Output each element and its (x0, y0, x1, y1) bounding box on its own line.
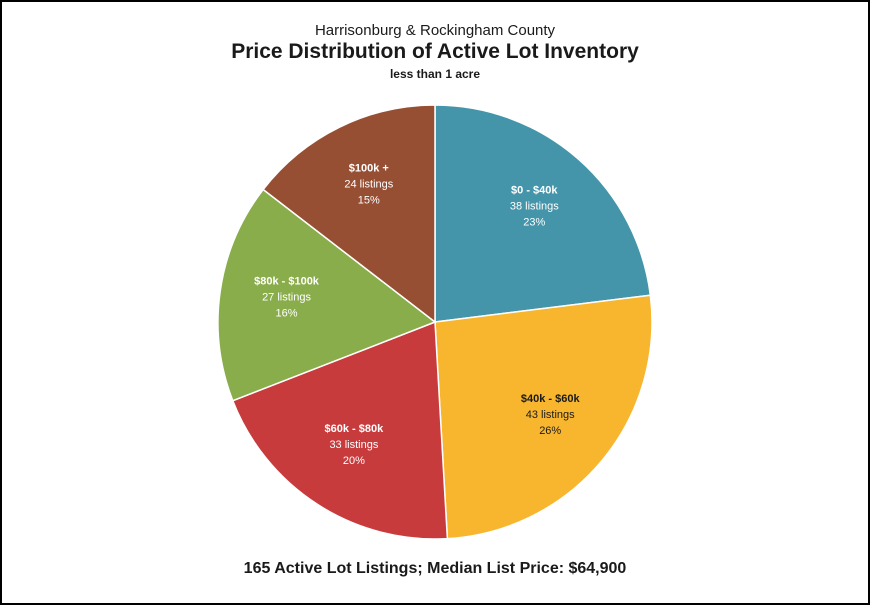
slice-count-label: 27 listings (262, 292, 311, 304)
slice-count-label: 24 listings (344, 178, 393, 190)
slice-range-label: $80k - $100k (254, 276, 320, 288)
slice-range-label: $40k - $60k (521, 393, 581, 405)
slice-label-3: $80k - $100k 27 listings 16% (254, 276, 320, 320)
pie-slice-2 (231, 320, 449, 540)
slice-percent-label: 26% (539, 425, 561, 437)
slice-count-label: 43 listings (526, 409, 575, 421)
chart-supertitle: Harrisonburg & Rockingham County (314, 22, 556, 39)
pie-slice-1 (434, 294, 653, 540)
slice-percent-label: 23% (523, 217, 545, 229)
chart-footer-summary: 165 Active Lot Listings; Median List Pri… (243, 560, 627, 577)
pie-slice-0 (434, 104, 652, 323)
slice-range-label: $100k + (349, 162, 389, 174)
slice-label-0: $0 - $40k 38 listings 23% (510, 185, 559, 229)
chart-subtitle: less than 1 acre (389, 67, 481, 81)
slice-label-1: $40k - $60k 43 listings 26% (521, 393, 581, 437)
slice-count-label: 38 listings (510, 201, 559, 213)
slice-count-label: 33 listings (329, 439, 378, 451)
pie-slice-3 (217, 188, 437, 402)
slice-range-label: $0 - $40k (511, 185, 558, 197)
slice-range-label: $60k - $80k (325, 423, 385, 435)
slice-label-2: $60k - $80k 33 listings 20% (325, 423, 385, 467)
slice-percent-label: 20% (343, 455, 365, 467)
slice-percent-label: 16% (276, 308, 298, 320)
pie-slice-4 (262, 104, 436, 324)
slice-percent-label: 15% (358, 194, 380, 206)
slice-label-4: $100k + 24 listings 15% (344, 162, 393, 206)
chart-title: Price Distribution of Active Lot Invento… (231, 40, 639, 63)
